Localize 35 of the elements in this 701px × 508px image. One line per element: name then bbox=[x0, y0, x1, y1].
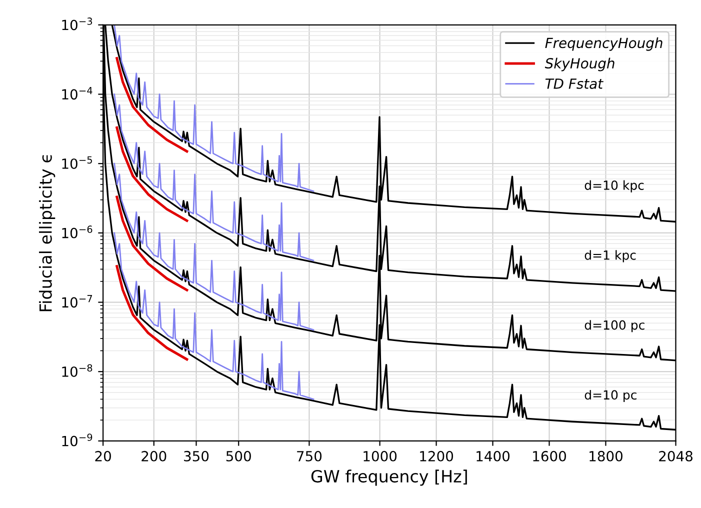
annotation: d=100 pc bbox=[584, 320, 644, 332]
x-tick-label: 1800 bbox=[590, 450, 622, 462]
x-tick-label: 2048 bbox=[659, 450, 692, 462]
y-axis-title: Fiducial ellipticity ϵ bbox=[39, 155, 56, 312]
x-tick-label: 200 bbox=[142, 450, 166, 462]
x-tick-label: 1400 bbox=[476, 450, 510, 462]
line-series bbox=[114, 94, 314, 262]
y-tick-label: 10$^{−6}$ bbox=[62, 226, 92, 238]
y-tick-label: 10$^{−5}$ bbox=[62, 156, 92, 169]
y-tick-label: 10$^{−9}$ bbox=[62, 434, 92, 446]
y-tick-label: 10$^{−8}$ bbox=[62, 364, 92, 377]
legend-label: SkyHough bbox=[544, 58, 614, 72]
x-tick-label: 1200 bbox=[420, 450, 454, 462]
annotation: d=1 kpc bbox=[584, 250, 636, 262]
annotation: d=10 pc bbox=[584, 390, 636, 402]
legend-label: TD Fstat bbox=[545, 78, 604, 89]
x-tick-label: 1000 bbox=[364, 450, 397, 462]
line-series bbox=[116, 126, 188, 222]
annotation: d=10 kpc bbox=[584, 180, 644, 192]
line-series bbox=[114, 162, 314, 331]
line-series bbox=[116, 57, 188, 153]
x-tick-label: 350 bbox=[184, 450, 209, 462]
y-tick-label: 10$^{−4}$ bbox=[62, 87, 92, 100]
x-axis-title: GW frequency [Hz] bbox=[311, 470, 467, 486]
y-tick-label: 10$^{−3}$ bbox=[62, 18, 92, 30]
x-tick-label: 1600 bbox=[533, 450, 566, 462]
line-series bbox=[114, 232, 314, 400]
x-tick-label: 20 bbox=[95, 450, 111, 462]
line-series bbox=[116, 265, 188, 361]
y-tick-label: 10$^{−7}$ bbox=[62, 295, 92, 308]
x-tick-label: 500 bbox=[226, 450, 251, 462]
legend-label: FrequencyHough bbox=[545, 37, 662, 51]
x-tick-label: 750 bbox=[297, 450, 322, 462]
line-series bbox=[116, 196, 188, 292]
line-series bbox=[114, 24, 314, 192]
